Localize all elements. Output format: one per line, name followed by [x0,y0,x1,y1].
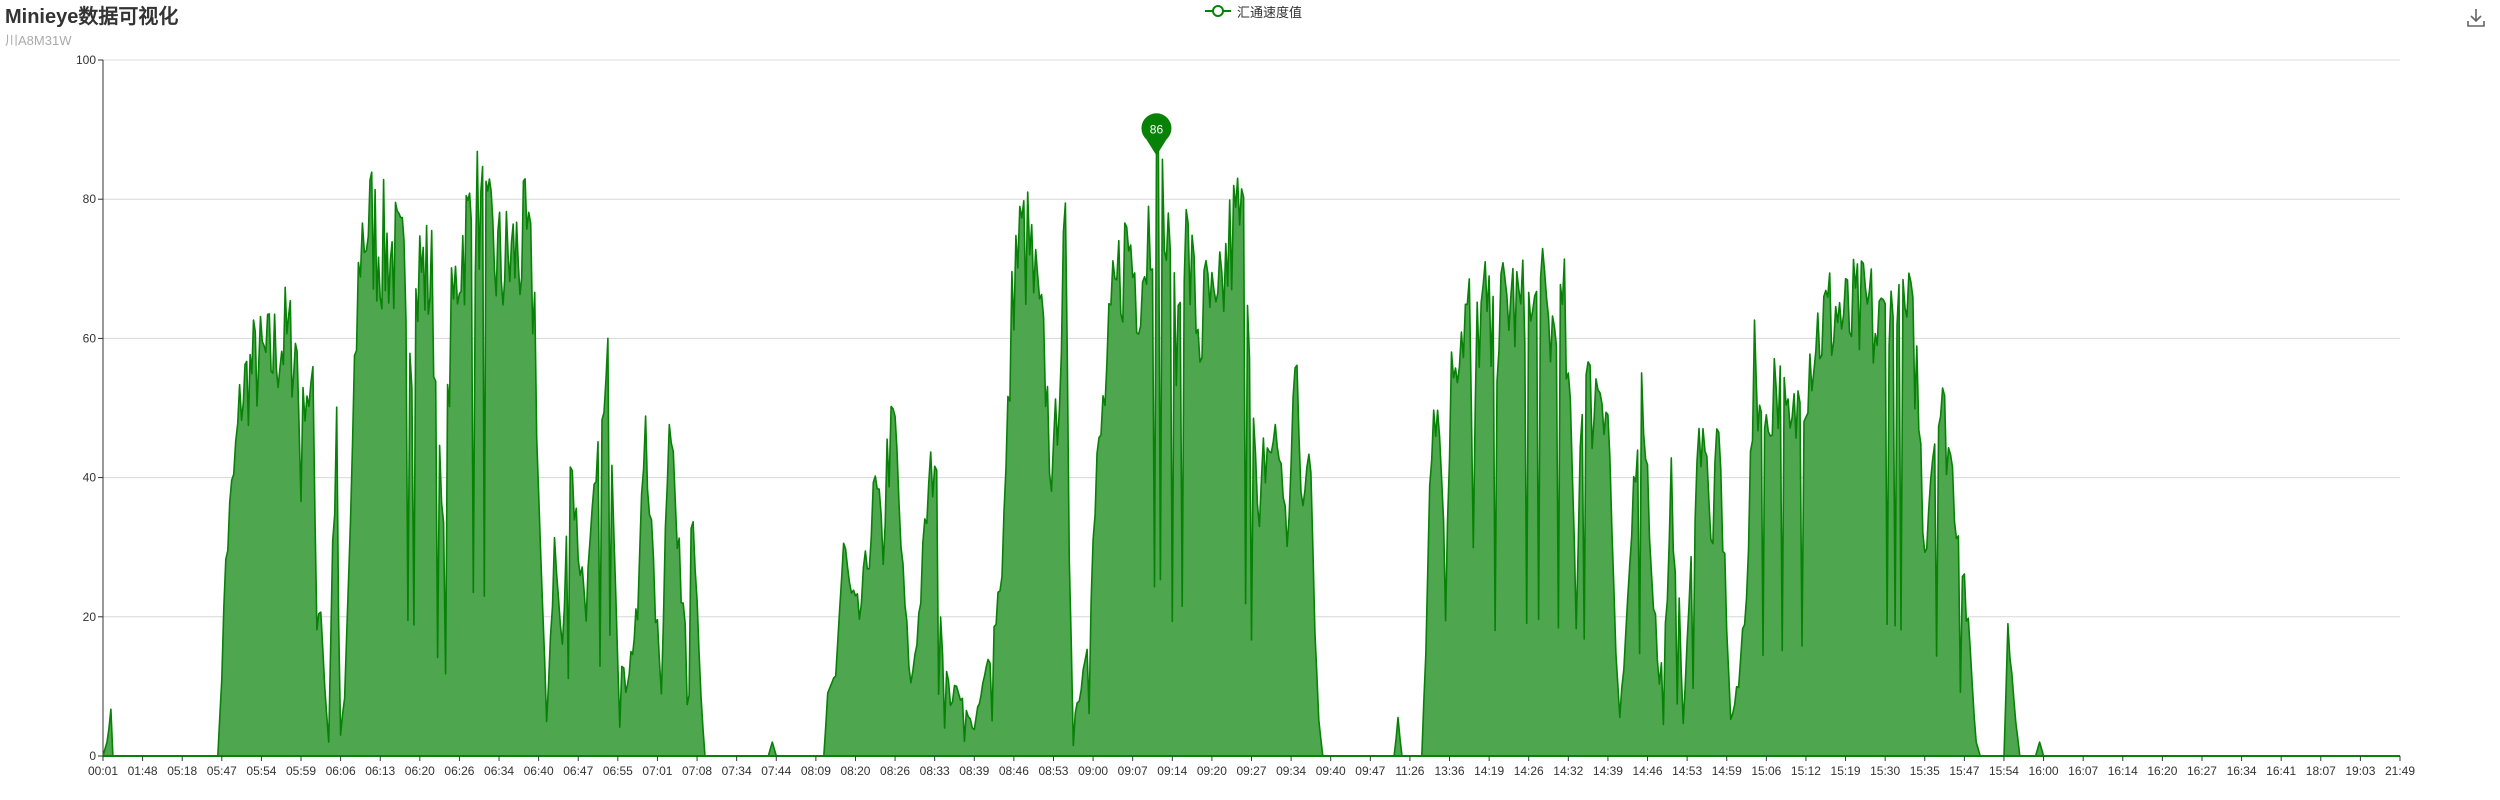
x-tick-label: 08:46 [999,764,1029,778]
chart-title: Minieye数据可视化 [5,6,179,28]
x-tick-label: 05:18 [167,764,197,778]
x-tick-label: 07:44 [761,764,791,778]
y-tick-label: 0 [89,749,96,763]
x-tick-label: 09:34 [1276,764,1306,778]
x-tick-label: 18:07 [2306,764,2336,778]
x-tick-label: 07:01 [642,764,672,778]
x-tick-label: 05:59 [286,764,316,778]
peak-marker-pin [1141,113,1172,156]
x-tick-label: 15:30 [1870,764,1900,778]
x-tick-label: 16:41 [2266,764,2296,778]
x-tick-label: 08:20 [840,764,870,778]
x-tick-label: 13:36 [1435,764,1465,778]
legend-item-speed[interactable]: 汇通速度值 [1205,0,1302,22]
x-tick-label: 16:27 [2187,764,2217,778]
x-tick-label: 14:39 [1593,764,1623,778]
y-tick-label: 20 [83,610,97,624]
y-tick-label: 60 [83,331,97,345]
y-tick-label: 80 [83,192,97,206]
x-tick-label: 21:49 [2385,764,2415,778]
x-tick-label: 16:34 [2227,764,2257,778]
x-tick-label: 08:26 [880,764,910,778]
x-tick-label: 08:53 [1038,764,1068,778]
x-tick-label: 07:34 [722,764,752,778]
x-tick-label: 09:14 [1157,764,1187,778]
x-tick-label: 14:59 [1712,764,1742,778]
x-tick-label: 08:39 [959,764,989,778]
x-tick-label: 06:06 [326,764,356,778]
x-tick-label: 14:46 [1633,764,1663,778]
legend-label: 汇通速度值 [1237,4,1303,20]
x-tick-label: 14:32 [1553,764,1583,778]
x-tick-label: 16:00 [2029,764,2059,778]
x-tick-label: 06:20 [405,764,435,778]
x-tick-label: 00:01 [88,764,118,778]
x-tick-label: 06:26 [444,764,474,778]
x-tick-label: 01:48 [128,764,158,778]
x-tick-label: 05:54 [246,764,276,778]
x-tick-label: 14:53 [1672,764,1702,778]
y-tick-label: 40 [83,471,97,485]
x-tick-label: 19:03 [2345,764,2375,778]
speed-series-line [102,142,2400,757]
x-tick-label: 14:26 [1514,764,1544,778]
x-tick-label: 11:26 [1395,764,1424,778]
x-tick-label: 16:14 [2108,764,2138,778]
y-tick-label: 100 [76,53,96,67]
x-tick-label: 15:19 [1831,764,1861,778]
x-tick-label: 15:06 [1751,764,1781,778]
x-tick-label: 09:40 [1316,764,1346,778]
chart-subtitle: 川A8M31W [5,33,72,48]
x-tick-label: 06:13 [365,764,395,778]
x-tick-label: 16:07 [2068,764,2098,778]
x-tick-label: 09:00 [1078,764,1108,778]
x-tick-label: 16:20 [2147,764,2177,778]
x-tick-label: 09:07 [1118,764,1148,778]
x-tick-label: 06:34 [484,764,514,778]
x-tick-label: 14:19 [1474,764,1504,778]
legend-line-marker-icon [1205,5,1231,17]
x-tick-label: 06:47 [563,764,593,778]
x-tick-label: 07:08 [682,764,712,778]
x-tick-label: 15:54 [1989,764,2019,778]
x-tick-label: 15:47 [1949,764,1979,778]
x-tick-label: 08:33 [920,764,950,778]
x-tick-label: 06:40 [524,764,554,778]
x-tick-label: 06:55 [603,764,633,778]
peak-value-label: 86 [1150,122,1164,136]
x-tick-label: 08:09 [801,764,831,778]
download-icon[interactable] [2464,6,2488,30]
x-tick-label: 15:35 [1910,764,1940,778]
x-tick-label: 09:47 [1355,764,1385,778]
x-tick-label: 15:12 [1791,764,1821,778]
x-tick-label: 09:20 [1197,764,1227,778]
x-tick-label: 05:47 [207,764,237,778]
speed-area-fill [103,143,2400,756]
x-tick-label: 09:27 [1236,764,1266,778]
